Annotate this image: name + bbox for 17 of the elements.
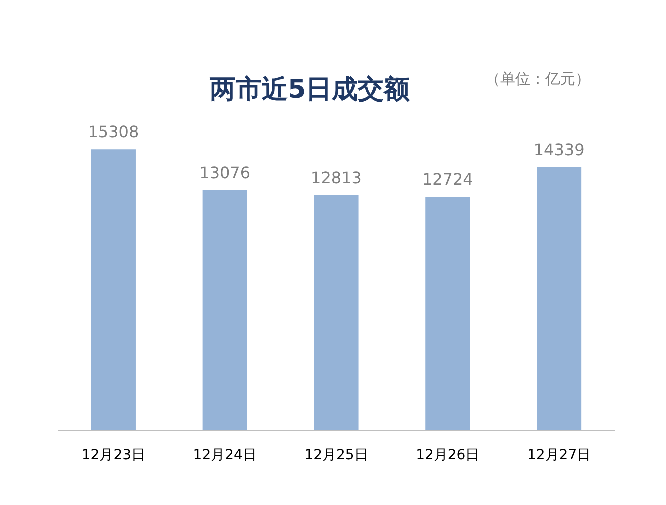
x-tick-label: 12月27日: [527, 448, 592, 464]
data-label: 15308: [88, 122, 140, 142]
data-label: 12724: [422, 170, 474, 189]
bar: [91, 150, 136, 430]
bar: [426, 196, 470, 430]
bar: [314, 195, 359, 430]
x-tick-label: 12月26日: [416, 448, 480, 464]
x-tick-label: 12月25日: [304, 448, 368, 464]
x-tick-label: 12月23日: [82, 448, 146, 464]
data-label: 13076: [200, 164, 251, 183]
data-label: 14339: [534, 140, 585, 160]
x-tick-label: 12月24日: [193, 448, 257, 464]
bar: [537, 167, 582, 430]
chart-title: 两市近5日成交额: [208, 75, 412, 105]
text: （单位：亿元）: [486, 70, 590, 88]
bar: [202, 190, 248, 430]
data-label: 12813: [311, 168, 362, 188]
